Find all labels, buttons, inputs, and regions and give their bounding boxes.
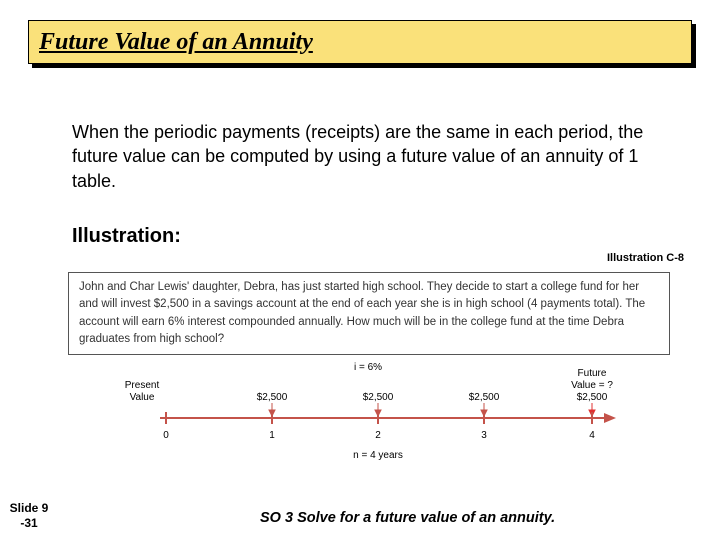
tick-3: 3 <box>481 430 487 441</box>
payment-4: $2,500 <box>577 392 608 403</box>
pv-label-1: Present <box>125 380 160 391</box>
tick-2: 2 <box>375 430 381 441</box>
body-paragraph: When the periodic payments (receipts) ar… <box>72 120 652 193</box>
title-bar: Future Value of an Annuity <box>28 20 692 64</box>
illustration-reference: Illustration C-8 <box>607 252 684 264</box>
tick-4: 4 <box>589 430 595 441</box>
slide-number-line1: Slide 9 <box>10 501 49 515</box>
slide-number: Slide 9 -31 <box>4 501 54 530</box>
slide-number-line2: -31 <box>20 516 37 530</box>
problem-text: John and Char Lewis' daughter, Debra, ha… <box>68 272 670 355</box>
slide-title: Future Value of an Annuity <box>39 29 313 56</box>
fv-label-1: Future <box>578 368 607 379</box>
rate-label: i = 6% <box>354 362 382 373</box>
tick-0: 0 <box>163 430 169 441</box>
study-objective: SO 3 Solve for a future value of an annu… <box>260 510 700 526</box>
fv-label-2: Value = ? <box>571 380 613 391</box>
pv-label-2: Value <box>130 392 155 403</box>
payment-1: $2,500 <box>257 392 288 403</box>
payment-3: $2,500 <box>469 392 500 403</box>
illustration-label: Illustration: <box>72 225 181 248</box>
payment-2: $2,500 <box>363 392 394 403</box>
timeline-svg: i = 6% Present Value Future Value = ? $2… <box>100 358 640 468</box>
n-label: n = 4 years <box>353 450 403 461</box>
timeline-diagram: i = 6% Present Value Future Value = ? $2… <box>100 358 640 468</box>
timeline-arrowhead <box>604 413 616 423</box>
tick-1: 1 <box>269 430 275 441</box>
